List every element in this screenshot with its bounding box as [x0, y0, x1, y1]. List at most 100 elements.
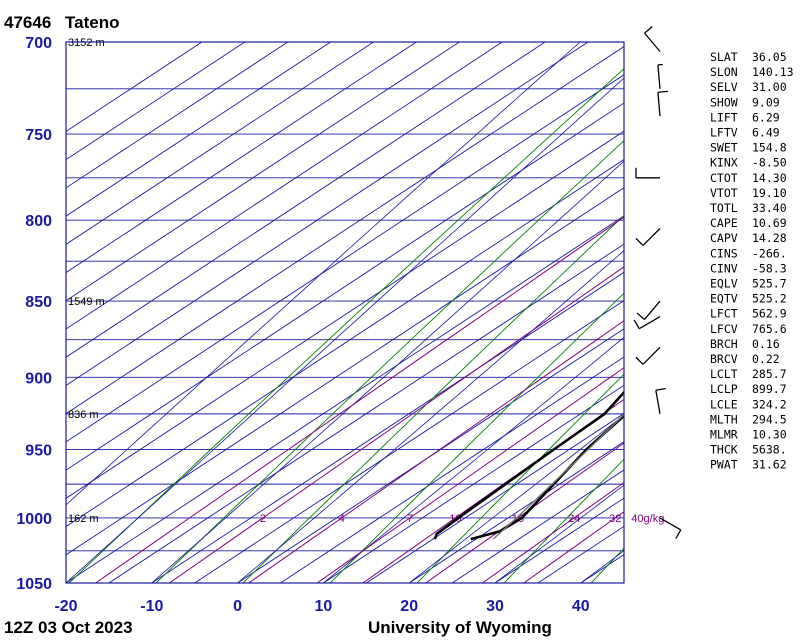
height-label: 1549 m [68, 296, 105, 308]
mixing-ratio-line [169, 266, 624, 583]
index-value: -266. [752, 246, 787, 260]
wind-barb [633, 316, 661, 330]
index-name: PWAT [710, 458, 738, 472]
index-name: EQTV [710, 292, 738, 306]
temperature-tick-label: 10 [315, 598, 333, 615]
isotherm-line [66, 42, 503, 330]
dry-adiabat [329, 292, 624, 583]
index-value: 6.29 [752, 110, 780, 124]
moist-adiabat [494, 484, 624, 583]
chart-grid [66, 42, 624, 583]
index-name: CAPV [710, 231, 738, 245]
wind-barb [659, 517, 682, 539]
isotherm-line [66, 42, 589, 386]
index-name: LCLP [710, 382, 738, 396]
index-name: SWET [710, 141, 738, 155]
index-name: CINS [710, 246, 738, 260]
isotherm-line [66, 46, 624, 415]
isotherm-line [66, 74, 624, 443]
index-value: 14.28 [752, 231, 787, 245]
index-name: SLON [710, 65, 738, 79]
dry-adiabat [416, 373, 624, 583]
index-value: 0.16 [752, 337, 780, 351]
index-value: 294.5 [752, 412, 787, 426]
index-name: VTOT [710, 186, 738, 200]
wind-barb-flag [644, 26, 653, 34]
index-name: LFCT [710, 307, 738, 321]
mixing-ratio-line [248, 320, 624, 583]
index-value: 31.62 [752, 458, 787, 472]
wind-barb [657, 63, 663, 89]
wind-barb [655, 387, 666, 414]
temperature-tick-label: 30 [486, 598, 504, 615]
isotherm-line [66, 215, 624, 583]
height-label: 3152 m [68, 37, 105, 49]
isotherm-line [366, 412, 624, 583]
moist-adiabat [66, 77, 624, 583]
pressure-tick-label: 900 [25, 370, 52, 387]
pressure-tick-label: 800 [25, 213, 52, 230]
wind-barb [635, 167, 660, 179]
wind-barb-flag [657, 90, 668, 93]
index-value: 154.8 [752, 141, 787, 155]
pressure-tick-label: 850 [25, 294, 52, 311]
wind-barb [636, 300, 661, 320]
isotherm-line [108, 243, 624, 583]
index-value: 19.10 [752, 186, 787, 200]
index-name: MLTH [710, 412, 738, 426]
index-value: 525.7 [752, 277, 787, 291]
index-value: 562.9 [752, 307, 787, 321]
mixing-ratio-label: 24 [568, 513, 580, 525]
index-value: 899.7 [752, 382, 787, 396]
pressure-tick-label: 1050 [16, 576, 52, 593]
wind-barb-flag [633, 319, 640, 329]
mixing-ratio-label: 40g/kg [631, 513, 664, 525]
mixing-ratio-line [95, 216, 624, 583]
index-name: CINV [710, 261, 738, 275]
isotherm-line [66, 158, 624, 528]
index-value: 0.22 [752, 352, 780, 366]
wind-barb-staff [642, 228, 661, 246]
pressure-tick-label: 700 [25, 35, 52, 52]
index-name: LIFT [710, 110, 738, 124]
wind-barb [635, 346, 661, 365]
wind-barb-staff [655, 390, 661, 414]
height-label: 836 m [68, 409, 99, 421]
mixing-ratio-line [482, 481, 624, 583]
isotherm-line [66, 42, 374, 245]
index-name: CAPE [710, 216, 738, 230]
dewpoint-trace [470, 414, 624, 541]
pressure-tick-label: 750 [25, 127, 52, 144]
dry-adiabat [68, 68, 624, 583]
footer-source: University of Wyoming [368, 618, 552, 637]
wind-barb [644, 26, 661, 52]
wind-barb-flag [635, 237, 644, 246]
dry-adiabat [503, 458, 624, 583]
isotherm-line [66, 42, 288, 189]
index-name: BRCH [710, 337, 738, 351]
station-name: Tateno [65, 13, 119, 32]
pressure-tick-label: 1000 [16, 511, 52, 528]
mixing-ratio-label: 7 [407, 513, 413, 525]
index-value: 6.49 [752, 126, 780, 140]
index-value: 10.30 [752, 428, 787, 442]
sounding-traces [433, 390, 624, 541]
moist-adiabat [151, 160, 624, 583]
index-name: SLAT [710, 50, 738, 64]
isotherm-line [66, 187, 624, 556]
mixing-ratio-label: 32 [609, 513, 621, 525]
wind-barb-staff [659, 517, 682, 531]
isotherm-line [66, 42, 246, 161]
isotherm-line [66, 42, 460, 302]
index-value: -58.3 [752, 261, 787, 275]
mixing-ratio-line [316, 367, 624, 583]
mixing-ratio-label: 2 [260, 513, 266, 525]
index-value: 525.2 [752, 292, 787, 306]
index-name: SELV [710, 80, 738, 94]
wind-barb-flag [635, 356, 644, 365]
index-value: 140.13 [752, 65, 794, 79]
wind-barbs [633, 26, 682, 539]
index-name: LFCV [710, 322, 738, 336]
wind-barb-staff [644, 32, 661, 52]
index-name: CTOT [710, 171, 738, 185]
